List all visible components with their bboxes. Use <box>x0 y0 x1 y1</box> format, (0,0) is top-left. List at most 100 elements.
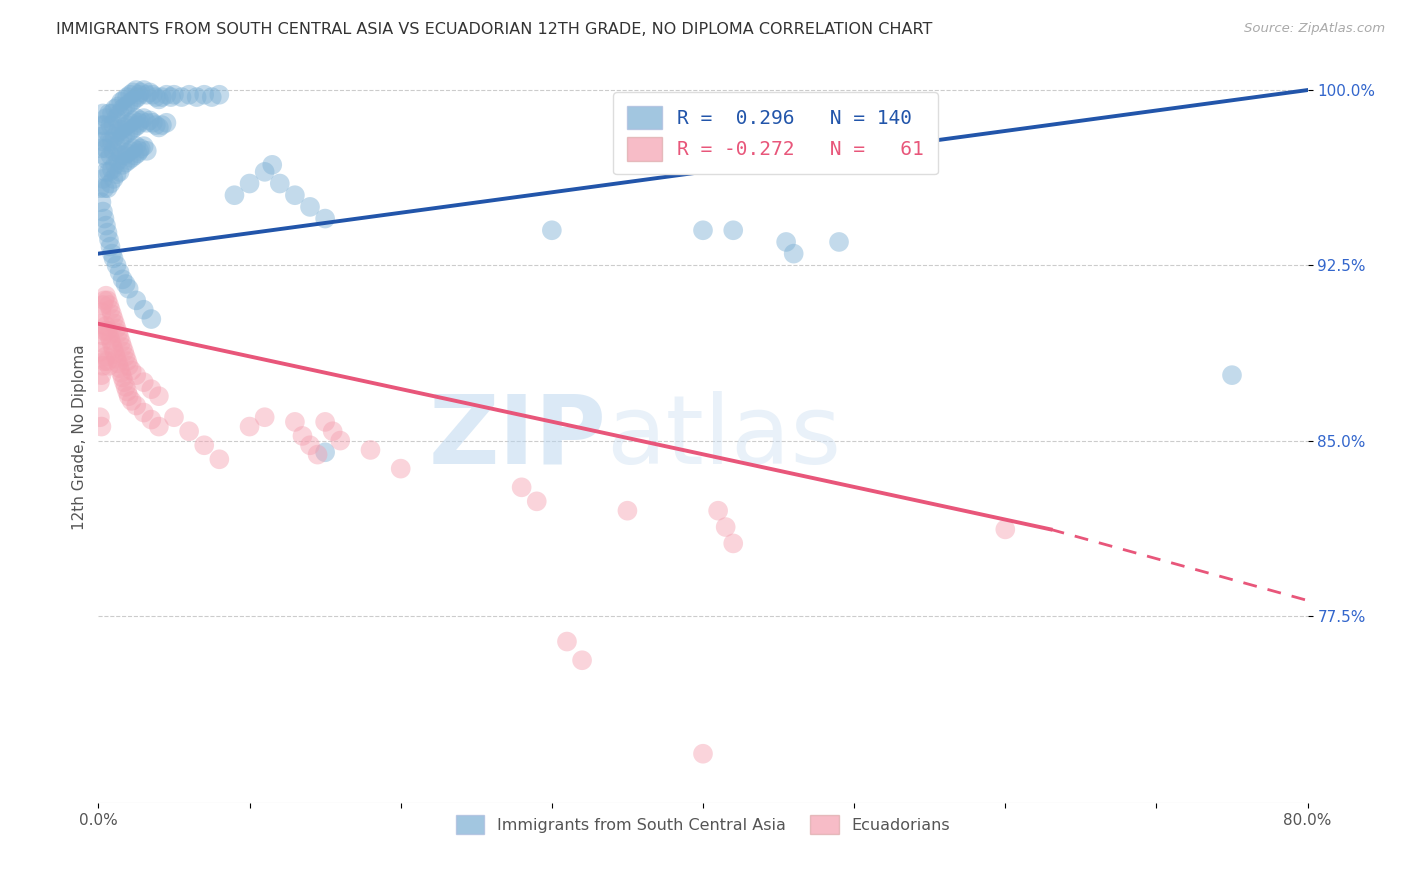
Point <box>91 172 114 186</box>
Point <box>132 83 155 97</box>
Point <box>104 317 127 331</box>
Point <box>89 344 111 359</box>
Point <box>253 410 276 425</box>
Point <box>314 211 336 226</box>
Point <box>129 86 152 100</box>
Point <box>224 188 246 202</box>
Point <box>108 135 131 149</box>
Point <box>94 289 117 303</box>
Point <box>94 111 117 125</box>
Point <box>540 223 562 237</box>
Y-axis label: 12th Grade, No Diploma: 12th Grade, No Diploma <box>72 344 87 530</box>
Point <box>124 92 146 106</box>
Point <box>107 326 129 340</box>
Point <box>1220 368 1243 383</box>
Point <box>111 102 134 116</box>
Text: ZIP: ZIP <box>429 391 606 483</box>
Point <box>105 351 128 366</box>
Point <box>98 233 121 247</box>
Point <box>121 363 143 377</box>
Point <box>115 146 138 161</box>
Point <box>571 653 593 667</box>
Point <box>125 139 148 153</box>
Point <box>160 90 183 104</box>
Point <box>148 120 170 135</box>
Point <box>93 354 115 368</box>
Point <box>125 399 148 413</box>
Point <box>112 344 135 359</box>
Point <box>127 118 149 132</box>
Point <box>90 335 112 350</box>
Point <box>93 211 115 226</box>
Point <box>114 350 136 364</box>
Point <box>128 116 150 130</box>
Point <box>98 359 121 373</box>
Point <box>110 148 132 162</box>
Point <box>124 148 146 162</box>
Point <box>98 328 121 343</box>
Point <box>96 181 118 195</box>
Point <box>107 125 129 139</box>
Point <box>100 148 122 162</box>
Point <box>93 118 115 132</box>
Point <box>128 144 150 158</box>
Point <box>98 298 121 312</box>
Point <box>314 445 336 459</box>
Point <box>120 87 142 102</box>
Point <box>707 504 730 518</box>
Point <box>104 347 127 361</box>
Point <box>112 148 135 162</box>
Point <box>141 412 163 426</box>
Point <box>91 135 114 149</box>
Point <box>115 90 138 104</box>
Point <box>96 293 118 308</box>
Point <box>108 361 131 376</box>
Point <box>723 223 745 237</box>
Point <box>193 87 215 102</box>
Point <box>179 424 201 438</box>
Point <box>100 239 122 253</box>
Point <box>101 106 124 120</box>
Point <box>90 195 112 210</box>
Point <box>112 120 135 135</box>
Point <box>179 87 201 102</box>
Point <box>89 129 111 144</box>
Point <box>193 438 215 452</box>
Point <box>299 200 322 214</box>
Text: IMMIGRANTS FROM SOUTH CENTRAL ASIA VS ECUADORIAN 12TH GRADE, NO DIPLOMA CORRELAT: IMMIGRANTS FROM SOUTH CENTRAL ASIA VS EC… <box>56 22 932 37</box>
Point <box>93 324 115 338</box>
Point <box>714 520 737 534</box>
Point <box>90 305 112 319</box>
Point <box>111 340 134 354</box>
Point <box>141 382 163 396</box>
Point <box>299 438 322 452</box>
Point <box>91 359 114 373</box>
Point <box>269 177 291 191</box>
Point <box>105 111 128 125</box>
Point <box>115 384 138 399</box>
Point <box>105 167 128 181</box>
Point <box>90 368 112 383</box>
Point <box>94 141 117 155</box>
Point <box>111 158 134 172</box>
Point <box>139 86 162 100</box>
Point <box>98 135 121 149</box>
Point <box>135 87 157 102</box>
Point <box>94 319 117 334</box>
Point <box>322 424 344 438</box>
Point <box>132 405 155 419</box>
Point <box>145 118 167 132</box>
Point <box>114 128 136 142</box>
Point <box>101 135 124 149</box>
Point <box>111 129 134 144</box>
Point <box>262 158 284 172</box>
Point <box>103 144 125 158</box>
Point <box>91 204 114 219</box>
Point <box>150 118 173 132</box>
Point <box>139 113 162 128</box>
Point <box>124 120 146 135</box>
Point <box>94 350 117 364</box>
Point <box>110 95 132 109</box>
Point <box>775 235 797 249</box>
Point <box>112 375 135 389</box>
